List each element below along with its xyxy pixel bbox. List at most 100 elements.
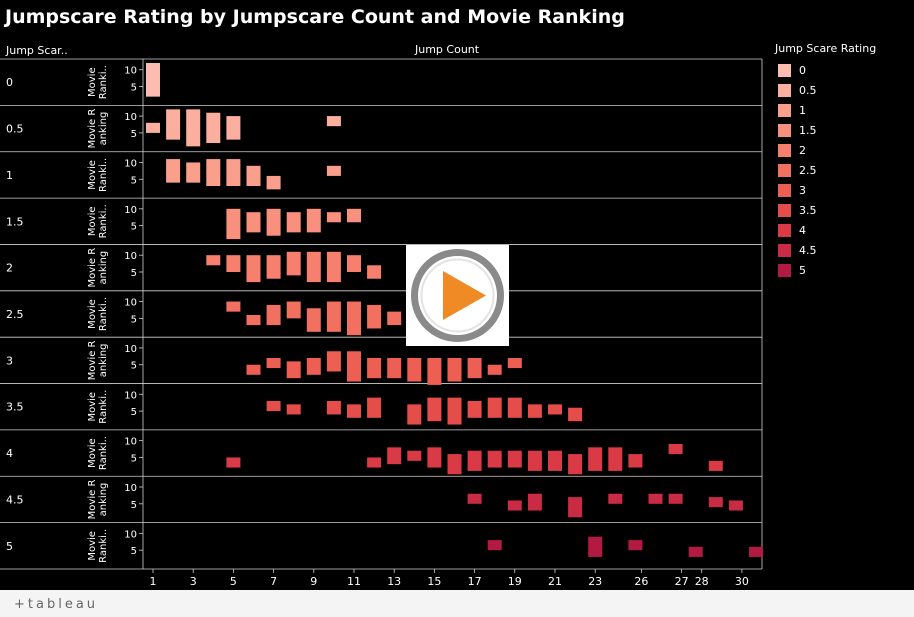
y-tick-label: 5 xyxy=(131,407,137,418)
bar xyxy=(427,447,442,468)
bar xyxy=(266,401,281,412)
bar xyxy=(226,301,241,312)
bar xyxy=(407,358,422,382)
bar xyxy=(648,493,663,504)
tableau-plus-icon[interactable]: +tableau xyxy=(14,597,99,612)
x-tick-label: 28 xyxy=(695,575,709,588)
legend-item[interactable]: 1 xyxy=(775,100,910,120)
bar xyxy=(166,109,181,140)
legend-label: 5 xyxy=(799,263,806,277)
bar xyxy=(668,444,683,455)
bar xyxy=(326,251,341,283)
legend-item[interactable]: 4.5 xyxy=(775,240,910,260)
bar xyxy=(306,308,321,332)
legend-swatch xyxy=(778,243,791,257)
row-label: 1 xyxy=(6,169,13,182)
y-tick-label: 10 xyxy=(124,437,137,448)
bar xyxy=(628,540,643,551)
y-axis-title: Ranki.. xyxy=(98,436,109,470)
x-tick-label: 17 xyxy=(468,575,482,588)
legend-item[interactable]: 0.5 xyxy=(775,80,910,100)
bar xyxy=(246,165,261,186)
bar xyxy=(206,255,221,266)
legend-swatch xyxy=(778,123,791,137)
bar xyxy=(326,301,341,332)
bar xyxy=(246,364,261,375)
bar xyxy=(447,358,462,382)
y-tick-label: 10 xyxy=(124,390,137,401)
bar xyxy=(467,450,482,471)
y-axis-title: Ranki.. xyxy=(98,204,109,238)
bar xyxy=(266,358,281,369)
legend-swatch xyxy=(778,183,791,197)
video-play-button[interactable] xyxy=(406,245,509,346)
y-axis-title: Ranki.. xyxy=(98,297,109,331)
bar xyxy=(507,358,522,369)
legend-item[interactable]: 2.5 xyxy=(775,160,910,180)
legend-item[interactable]: 0 xyxy=(775,60,910,80)
bar xyxy=(367,397,382,418)
bar xyxy=(347,301,361,336)
bar xyxy=(407,450,422,461)
x-tick-label: 11 xyxy=(347,575,361,588)
y-tick-label: 5 xyxy=(131,268,137,279)
row-label: 4.5 xyxy=(6,493,24,506)
legend-item[interactable]: 3.5 xyxy=(775,200,910,220)
x-tick-label: 13 xyxy=(387,575,401,588)
bar xyxy=(246,212,261,233)
y-axis-title: Ranki.. xyxy=(98,390,109,424)
legend-swatch xyxy=(778,223,791,237)
bar xyxy=(286,361,301,379)
bar xyxy=(507,397,522,418)
y-axis-title: Movie R xyxy=(87,248,98,288)
legend-item[interactable]: 3 xyxy=(775,180,910,200)
x-tick-label: 26 xyxy=(634,575,648,588)
y-tick-label: 5 xyxy=(131,453,137,464)
y-axis-title: Movie R xyxy=(87,109,98,149)
legend-label: 2.5 xyxy=(799,163,817,177)
x-tick-label: 21 xyxy=(548,575,562,588)
y-axis-title: anking xyxy=(98,251,109,285)
legend-item[interactable]: 5 xyxy=(775,260,910,280)
row-label: 3 xyxy=(6,354,13,367)
legend-item[interactable]: 1.5 xyxy=(775,120,910,140)
legend-label: 4.5 xyxy=(799,243,817,257)
bar xyxy=(306,358,321,375)
row-label: 2.5 xyxy=(6,308,24,321)
bar xyxy=(749,546,763,557)
bar xyxy=(447,454,462,475)
bar xyxy=(186,109,201,147)
bar xyxy=(527,450,542,471)
bar xyxy=(447,397,462,425)
x-tick-label: 9 xyxy=(310,575,317,588)
bar xyxy=(708,497,723,508)
y-axis-title: anking xyxy=(98,483,109,517)
legend-swatch xyxy=(778,263,791,277)
bar xyxy=(246,315,261,326)
row-field-header[interactable]: Jump Scar.. xyxy=(6,44,68,57)
legend-item[interactable]: 4 xyxy=(775,220,910,240)
y-tick-label: 10 xyxy=(124,205,137,216)
bar xyxy=(186,162,201,183)
x-tick-label: 19 xyxy=(508,575,522,588)
x-tick-label: 30 xyxy=(735,575,749,588)
bar xyxy=(487,364,502,375)
play-icon xyxy=(411,249,504,342)
y-tick-label: 10 xyxy=(124,66,137,77)
bar xyxy=(507,450,522,468)
bar xyxy=(286,251,301,276)
column-field-header[interactable]: Jump Count xyxy=(415,43,480,56)
bar xyxy=(226,159,241,186)
legend-label: 0 xyxy=(799,63,806,77)
bar xyxy=(266,255,281,279)
footer-bar: +tableau xyxy=(0,590,914,617)
bar xyxy=(387,447,402,465)
y-axis-title: Movie xyxy=(87,206,98,236)
bar xyxy=(206,112,221,143)
bar xyxy=(226,457,241,468)
bar xyxy=(487,450,502,468)
legend-item[interactable]: 2 xyxy=(775,140,910,160)
bar xyxy=(306,251,321,283)
y-tick-label: 5 xyxy=(131,314,137,325)
y-tick-label: 10 xyxy=(124,158,137,169)
